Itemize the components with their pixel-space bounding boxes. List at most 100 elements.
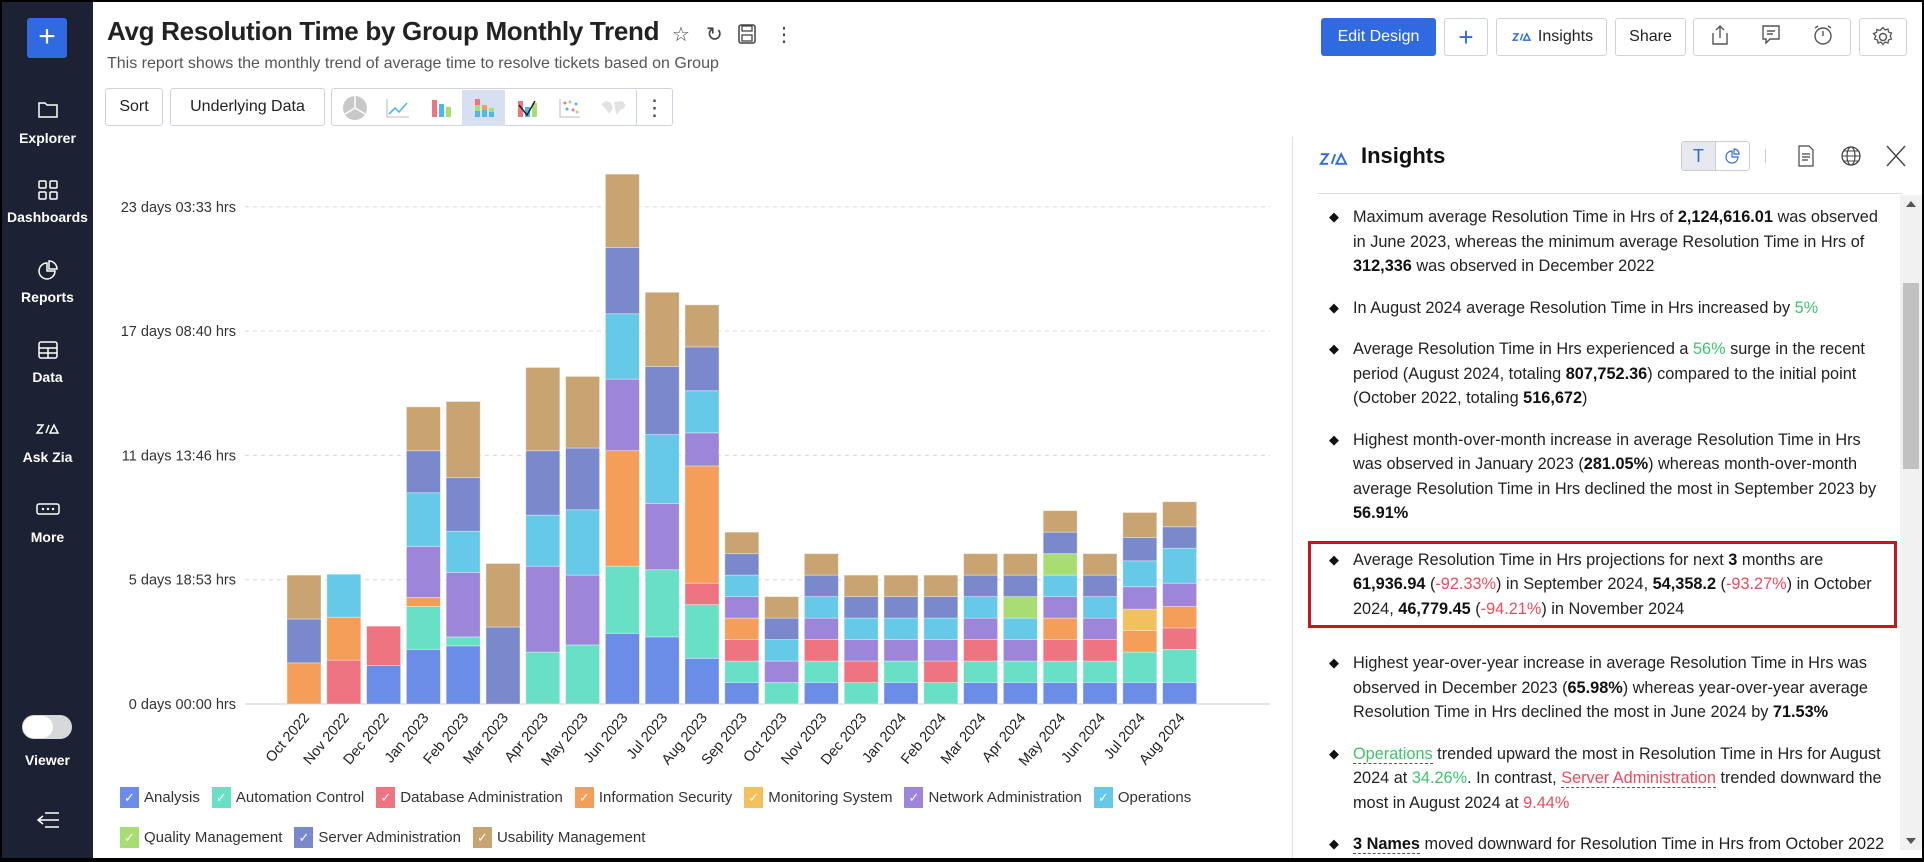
bar-segment[interactable]	[764, 639, 799, 662]
close-icon[interactable]	[1885, 144, 1907, 173]
bar-segment[interactable]	[525, 565, 561, 653]
bar-segment[interactable]	[605, 313, 640, 380]
legend-checkbox-icon[interactable]: ✓	[211, 786, 231, 808]
bar-segment[interactable]	[923, 639, 959, 662]
bar-segment[interactable]	[963, 596, 998, 619]
bar-segment[interactable]	[445, 530, 481, 573]
bar-segment[interactable]	[405, 606, 441, 650]
bar-segment[interactable]	[883, 574, 919, 597]
bar-segment[interactable]	[1122, 537, 1158, 562]
bar-segment[interactable]	[605, 173, 640, 248]
legend-item[interactable]: ✓ Database Administration	[376, 786, 563, 808]
bar-segment[interactable]	[724, 596, 760, 619]
bar-segment[interactable]	[1162, 682, 1197, 705]
bar-segment[interactable]	[1042, 639, 1078, 662]
bar-segment[interactable]	[923, 660, 959, 683]
bar-segment[interactable]	[445, 401, 481, 478]
globe-icon[interactable]	[1840, 145, 1862, 172]
bar-segment[interactable]	[1082, 639, 1118, 662]
bar-segment[interactable]	[804, 617, 839, 640]
insights-button[interactable]: Insights	[1496, 18, 1607, 56]
add-button[interactable]: +	[1444, 18, 1488, 56]
bar-segment[interactable]	[804, 660, 839, 683]
bar-segment[interactable]	[605, 632, 640, 705]
bar-chart-type-icon[interactable]	[419, 90, 462, 126]
bar-segment[interactable]	[605, 450, 640, 567]
save-icon[interactable]	[738, 24, 756, 50]
bar-segment[interactable]	[1082, 617, 1118, 640]
bar-segment[interactable]	[525, 514, 561, 567]
sidebar-item-data[interactable]: Data	[2, 339, 93, 385]
insight-link[interactable]: 3 Names	[1353, 835, 1420, 854]
bar-segment[interactable]	[405, 597, 441, 607]
bar-segment[interactable]	[445, 636, 481, 647]
bar-segment[interactable]	[724, 553, 760, 576]
bar-segment[interactable]	[724, 617, 760, 640]
bar-segment[interactable]	[684, 390, 720, 434]
bar-segment[interactable]	[1042, 660, 1078, 683]
bar-segment[interactable]	[644, 503, 680, 571]
bar-segment[interactable]	[1082, 596, 1118, 619]
sidebar-item-reports[interactable]: Reports	[2, 259, 93, 305]
stacked-bar-chart-type-icon[interactable]	[462, 90, 505, 126]
insight-link[interactable]: Operations	[1353, 744, 1433, 764]
legend-item[interactable]: ✓ Information Security	[574, 786, 732, 808]
bar-segment[interactable]	[1162, 627, 1197, 650]
bar-segment[interactable]	[923, 682, 959, 705]
bar-segment[interactable]	[1122, 682, 1158, 705]
bar-segment[interactable]	[286, 574, 322, 620]
bar-segment[interactable]	[1082, 660, 1118, 683]
bar-segment[interactable]	[644, 636, 680, 705]
bar-segment[interactable]	[724, 682, 760, 705]
bar-segment[interactable]	[804, 682, 839, 705]
bar-segment[interactable]	[605, 378, 640, 452]
bar-segment[interactable]	[1042, 510, 1078, 533]
pie-chart-type-icon[interactable]	[333, 90, 376, 126]
scrollbar-thumb[interactable]	[1903, 283, 1919, 469]
bar-segment[interactable]	[684, 582, 720, 606]
bar-segment[interactable]	[1003, 574, 1038, 597]
bar-segment[interactable]	[565, 376, 600, 449]
bar-segment[interactable]	[963, 682, 998, 705]
bar-segment[interactable]	[1082, 574, 1118, 597]
bar-segment[interactable]	[405, 492, 441, 547]
bar-segment[interactable]	[923, 574, 959, 597]
bar-segment[interactable]	[963, 574, 998, 597]
legend-checkbox-icon[interactable]: ✓	[120, 786, 139, 808]
bar-segment[interactable]	[1162, 526, 1197, 549]
bar-segment[interactable]	[485, 626, 521, 705]
bar-segment[interactable]	[1003, 660, 1038, 683]
line-chart-type-icon[interactable]	[376, 90, 419, 126]
bar-segment[interactable]	[326, 616, 362, 661]
bar-segment[interactable]	[883, 639, 919, 662]
legend-checkbox-icon[interactable]: ✓	[294, 826, 314, 848]
bar-segment[interactable]	[366, 665, 402, 705]
bar-segment[interactable]	[644, 291, 680, 367]
bar-segment[interactable]	[843, 660, 879, 683]
bar-segment[interactable]	[1003, 682, 1038, 705]
settings-button[interactable]	[1859, 18, 1907, 56]
bar-segment[interactable]	[963, 660, 998, 683]
bar-segment[interactable]	[565, 509, 600, 576]
star-icon[interactable]: ☆	[672, 24, 690, 46]
insight-link[interactable]: Server Administration	[1561, 769, 1716, 788]
bar-segment[interactable]	[485, 563, 521, 628]
sort-button[interactable]: Sort	[105, 88, 163, 126]
bar-segment[interactable]	[843, 617, 879, 640]
more-options-icon[interactable]: ⋮	[774, 24, 794, 46]
share-button[interactable]: Share	[1615, 18, 1686, 56]
edit-design-button[interactable]: Edit Design	[1321, 18, 1436, 56]
bar-segment[interactable]	[405, 649, 441, 705]
bar-segment[interactable]	[1042, 682, 1078, 705]
legend-checkbox-icon[interactable]: ✓	[1093, 786, 1113, 808]
bar-segment[interactable]	[405, 546, 441, 598]
bar-segment[interactable]	[1122, 630, 1158, 653]
bar-segment[interactable]	[445, 477, 481, 532]
legend-checkbox-icon[interactable]: ✓	[120, 826, 139, 848]
bar-segment[interactable]	[1082, 682, 1118, 705]
bar-segment[interactable]	[883, 660, 919, 683]
bar-segment[interactable]	[804, 596, 839, 619]
legend-item[interactable]: ✓ Server Administration	[294, 826, 461, 848]
scroll-down-arrow-icon[interactable]	[1906, 838, 1916, 844]
bar-segment[interactable]	[565, 447, 600, 511]
